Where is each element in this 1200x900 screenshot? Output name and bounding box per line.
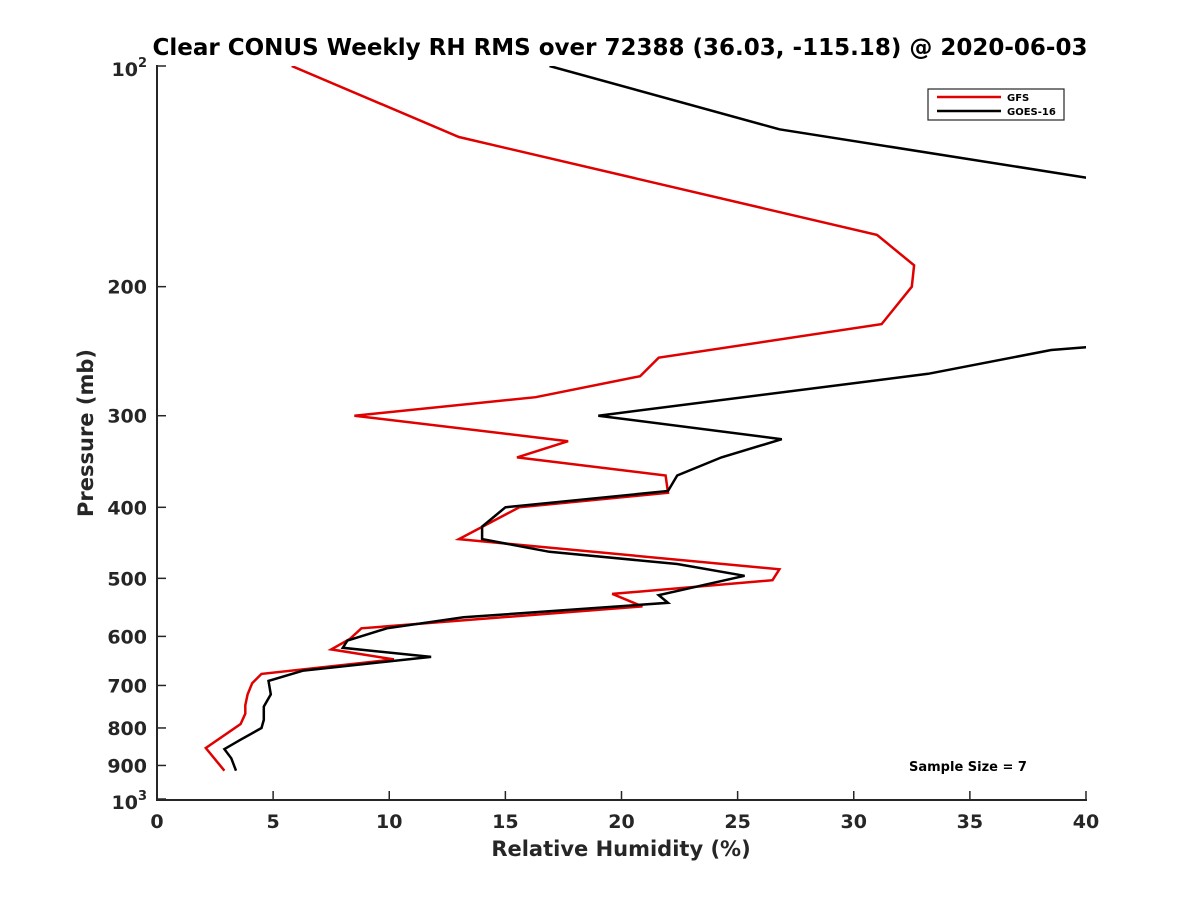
x-axis-ticks: 0 5 10 15 20 25 30 35 40	[150, 791, 1099, 833]
y-tick-label: 500	[107, 568, 147, 590]
legend-label-gfs: GFS	[1007, 93, 1029, 104]
x-tick-label: 15	[492, 811, 518, 833]
legend-box	[927, 88, 1065, 121]
series-group	[203, 66, 1086, 772]
y-axis-label: Pressure (mb)	[74, 349, 98, 517]
x-tick-label: 5	[267, 811, 280, 833]
x-tick-label: 35	[957, 811, 983, 833]
series-line-goes-16	[222, 66, 1086, 772]
y-tick-label-bottom: 103	[112, 789, 148, 814]
x-tick-label: 40	[1073, 811, 1099, 833]
y-tick-label: 700	[107, 675, 147, 697]
x-tick-label: 30	[841, 811, 867, 833]
x-axis-label: Relative Humidity (%)	[491, 837, 750, 861]
x-tick-label: 25	[724, 811, 750, 833]
sample-size-annotation: Sample Size = 7	[909, 760, 1027, 775]
x-tick-label: 20	[608, 811, 634, 833]
chart-title: Clear CONUS Weekly RH RMS over 72388 (36…	[153, 35, 1088, 61]
x-tick-label: 10	[376, 811, 402, 833]
y-tick-label: 800	[107, 718, 147, 740]
legend: GFS GOES-16	[927, 88, 1065, 121]
y-tick-label: 900	[107, 755, 147, 777]
y-tick-label: 400	[107, 497, 147, 519]
legend-label-goes16: GOES-16	[1007, 107, 1056, 118]
y-tick-label: 600	[107, 626, 147, 648]
y-tick-label: 300	[107, 406, 147, 428]
y-tick-label: 200	[107, 277, 147, 299]
series-line-gfs	[203, 66, 916, 772]
y-tick-label-top: 102	[112, 56, 148, 81]
x-tick-label: 0	[150, 811, 163, 833]
y-axis-ticks: 200 300 400 500 600 700 800 900	[107, 65, 166, 800]
